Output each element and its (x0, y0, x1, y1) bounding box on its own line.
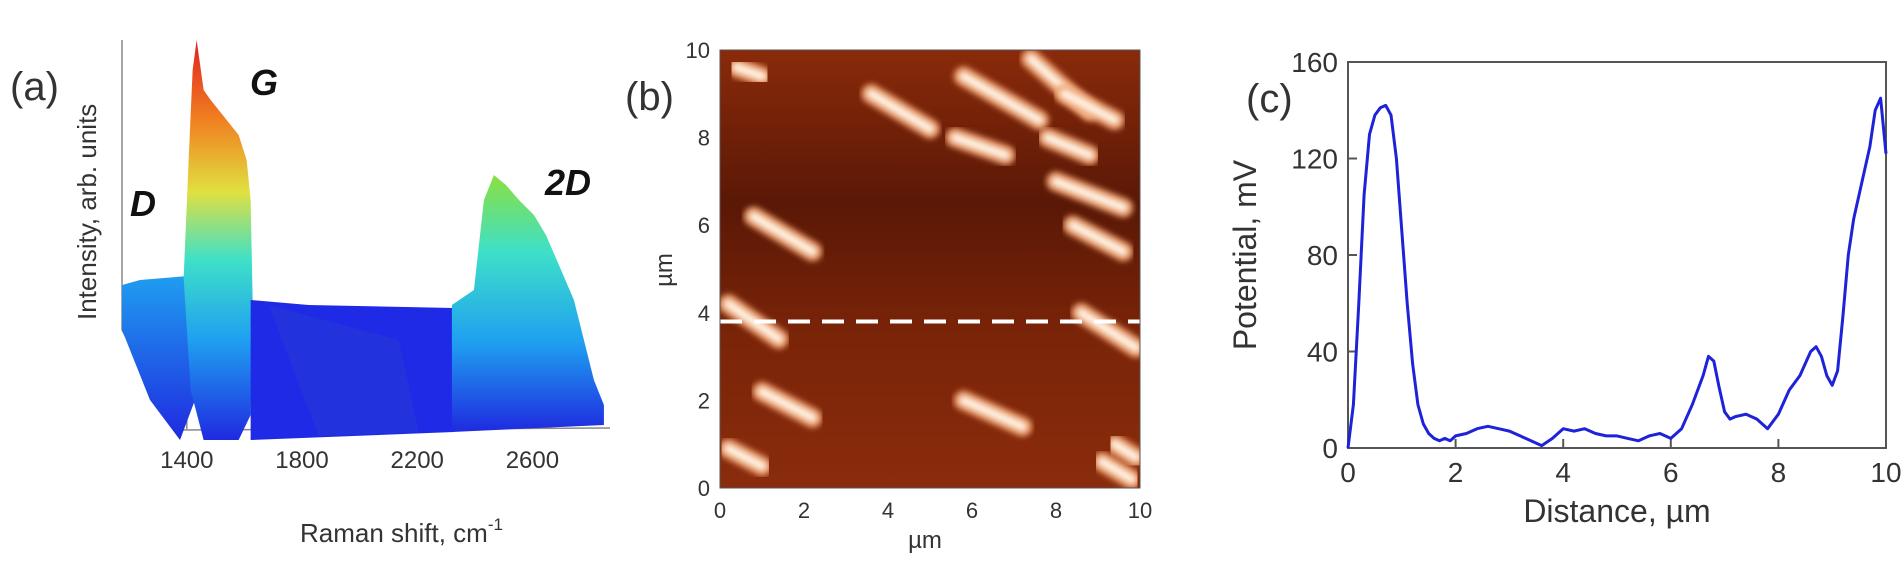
y-tick-label-80: 80 (1307, 240, 1338, 271)
x-axis-label-superscript: -1 (488, 515, 503, 534)
x-tick-label-8: 8 (1050, 498, 1062, 523)
potential-series-line (1346, 96, 1888, 449)
feature-core-10 (723, 299, 784, 344)
potential-profile-chart: 0 2 4 6 8 10 0 40 80 120 160 (c) Distance, µm Pot… (1227, 47, 1902, 529)
x-tick-label-4: 4 (1555, 457, 1571, 488)
x-axis-label-text: Raman shift, cm (300, 518, 488, 548)
feature-core-16 (1110, 439, 1140, 462)
feature-core-13 (959, 395, 1027, 432)
feature-core-15 (1097, 457, 1137, 484)
feature-core-11 (1076, 308, 1140, 353)
x-axis-label: µm (908, 527, 942, 554)
plot-frame (1347, 61, 1887, 449)
2d-peak-surface (451, 175, 604, 432)
feature-core-14 (723, 444, 767, 471)
x-tick-label-10: 10 (1128, 498, 1152, 523)
x-tick-label-6: 6 (966, 498, 978, 523)
y-tick-label-0: 0 (698, 476, 710, 501)
y-tick-labels: 0 40 80 120 160 (1291, 47, 1338, 464)
feature-core-0 (732, 63, 767, 81)
y-tick-label-120: 120 (1291, 144, 1338, 175)
peak-label-g: G (250, 62, 278, 103)
surface-potential-map: (b) 0 2 4 6 8 10 0 2 4 6 8 10 µm µm (625, 38, 1152, 554)
y-axis-label: µm (651, 253, 678, 287)
y-tick-label-8: 8 (698, 126, 710, 151)
g-peak-surface (183, 40, 253, 440)
x-tick-label-2200: 2200 (391, 447, 444, 474)
x-tick-label-1400: 1400 (160, 447, 213, 474)
tick-marks (1347, 61, 1887, 449)
panel-a: 1400 1800 2200 2600 (a) Intensity, arb. uni… (0, 0, 620, 565)
x-tick-label-0: 0 (714, 498, 726, 523)
feature-core-7 (1051, 176, 1128, 213)
feature-core-5 (950, 133, 1011, 160)
x-tick-label-2: 2 (798, 498, 810, 523)
x-tick-label-4: 4 (882, 498, 894, 523)
y-tick-label-6: 6 (698, 213, 710, 238)
peak-label-d: D (130, 183, 156, 224)
x-tick-labels: 0 2 4 6 8 10 (1340, 457, 1901, 488)
map-features (720, 50, 1140, 488)
panel-c: 0 2 4 6 8 10 0 40 80 120 160 (c) Distance, µm Pot… (1180, 0, 1904, 565)
panel-label-c: (c) (1246, 77, 1293, 121)
feature-core-8 (1068, 220, 1128, 256)
panel-b: (b) 0 2 4 6 8 10 0 2 4 6 8 10 µm µm (620, 0, 1180, 565)
map-background (720, 50, 1140, 488)
feature-core-4 (1059, 89, 1120, 125)
feature-core-1 (866, 89, 935, 134)
x-tick-label-0: 0 (1340, 457, 1356, 488)
y-tick-label-4: 4 (698, 301, 710, 326)
x-tick-labels: 1400 1800 2200 2600 (160, 447, 559, 474)
x-tick-label-1800: 1800 (275, 447, 328, 474)
x-tick-label-10: 10 (1870, 457, 1901, 488)
y-tick-label-2: 2 (698, 388, 710, 413)
y-axis-label: Intensity, arb. units (72, 104, 102, 320)
x-tick-label-2: 2 (1448, 457, 1464, 488)
spectra-surface (122, 40, 604, 440)
panel-label-b: (b) (625, 75, 674, 119)
feature-core-9 (749, 211, 817, 256)
map-frame (719, 49, 1141, 489)
feature-core-6 (1043, 133, 1095, 160)
y-tick-label-10: 10 (686, 38, 710, 63)
baseline-shade (268, 305, 419, 436)
x-axis-label: Distance, µm (1523, 493, 1710, 529)
feature-core-12 (757, 387, 817, 423)
x-tick-label-8: 8 (1771, 457, 1787, 488)
feature-core-2 (959, 71, 1044, 125)
raman-waterfall-chart: 1400 1800 2200 2600 (a) Intensity, arb. uni… (10, 40, 611, 548)
y-tick-label-160: 160 (1291, 47, 1338, 78)
x-tick-label-6: 6 (1663, 457, 1679, 488)
peak-label-2d: 2D (544, 162, 591, 203)
x-tick-label-2600: 2600 (506, 447, 559, 474)
y-tick-labels: 0 2 4 6 8 10 (686, 38, 710, 501)
panel-label-a: (a) (10, 65, 59, 109)
x-tick-labels: 0 2 4 6 8 10 (714, 498, 1152, 523)
y-axis-label: Potential, mV (1227, 159, 1263, 350)
y-tick-label-40: 40 (1307, 337, 1338, 368)
x-axis-label: Raman shift, cm-1 (300, 515, 503, 548)
y-tick-label-0: 0 (1322, 433, 1338, 464)
